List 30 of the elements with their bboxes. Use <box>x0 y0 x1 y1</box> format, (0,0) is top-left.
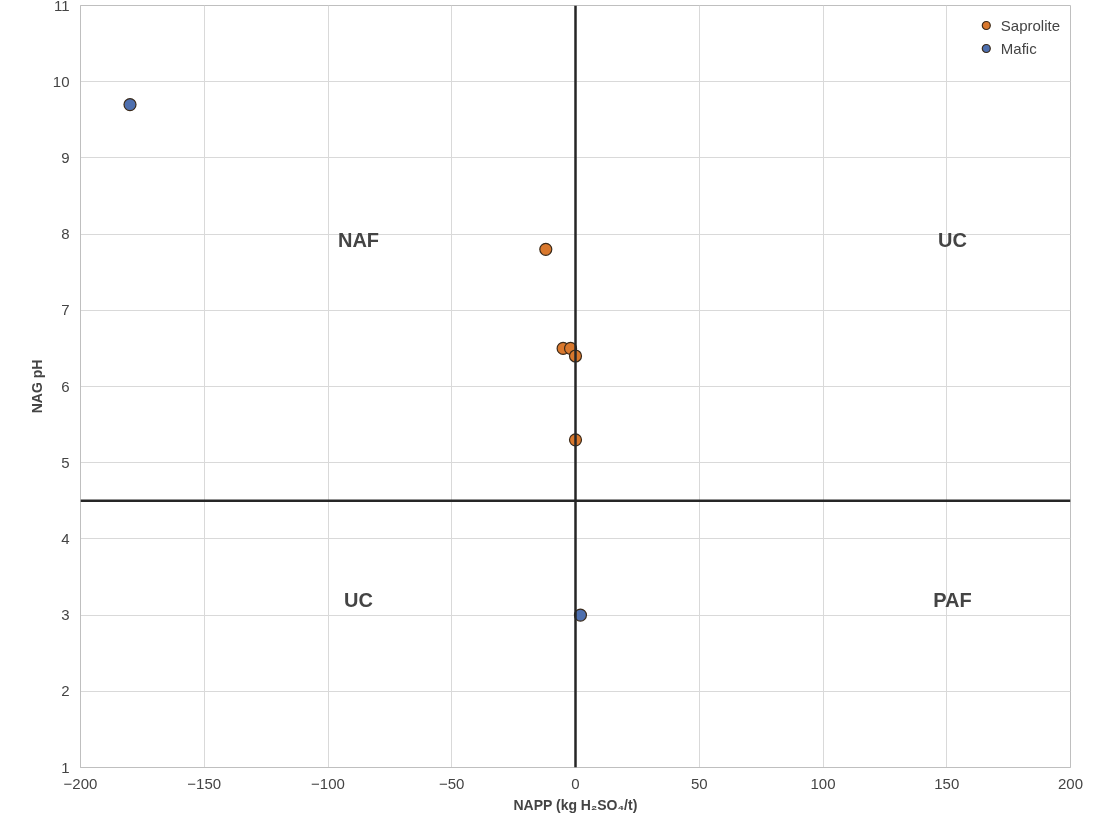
x-tick-label: −100 <box>311 774 345 792</box>
y-tick-label: 9 <box>61 148 70 166</box>
y-tick-label: 3 <box>61 606 70 624</box>
y-tick-label: 4 <box>61 529 70 547</box>
x-tick-label: 50 <box>690 774 708 792</box>
y-tick-label: 2 <box>61 682 70 700</box>
y-tick-label: 10 <box>52 72 70 90</box>
annotation: NAF <box>337 228 380 251</box>
y-axis-title: NAG pH <box>28 359 45 414</box>
point <box>539 242 553 256</box>
y-tick-label: 8 <box>61 225 70 243</box>
annotation: UC <box>344 588 373 611</box>
y-tick-label: 7 <box>61 301 70 319</box>
x-tick-label: 200 <box>1057 774 1084 792</box>
legend-label: Saprolite <box>1000 16 1060 34</box>
x-tick-label: −150 <box>187 774 222 792</box>
x-tick-label: 0 <box>571 774 580 792</box>
x-tick-label: 150 <box>934 774 960 792</box>
y-tick-label: 6 <box>61 377 70 395</box>
y-tick-label: 11 <box>53 0 70 14</box>
y-tick-label: 1 <box>61 758 70 776</box>
x-tick-label: 100 <box>810 774 836 792</box>
x-tick-label: −200 <box>63 774 98 792</box>
x-tick-label: −50 <box>439 774 465 792</box>
x-axis-title: NAPP (kg H₂SO₄/t) <box>513 796 638 813</box>
annotation: UC <box>938 228 967 251</box>
point <box>123 97 137 112</box>
y-tick-label: 5 <box>61 453 70 471</box>
legend-label: Mafic <box>1000 39 1037 57</box>
annotation: PAF <box>933 588 972 611</box>
